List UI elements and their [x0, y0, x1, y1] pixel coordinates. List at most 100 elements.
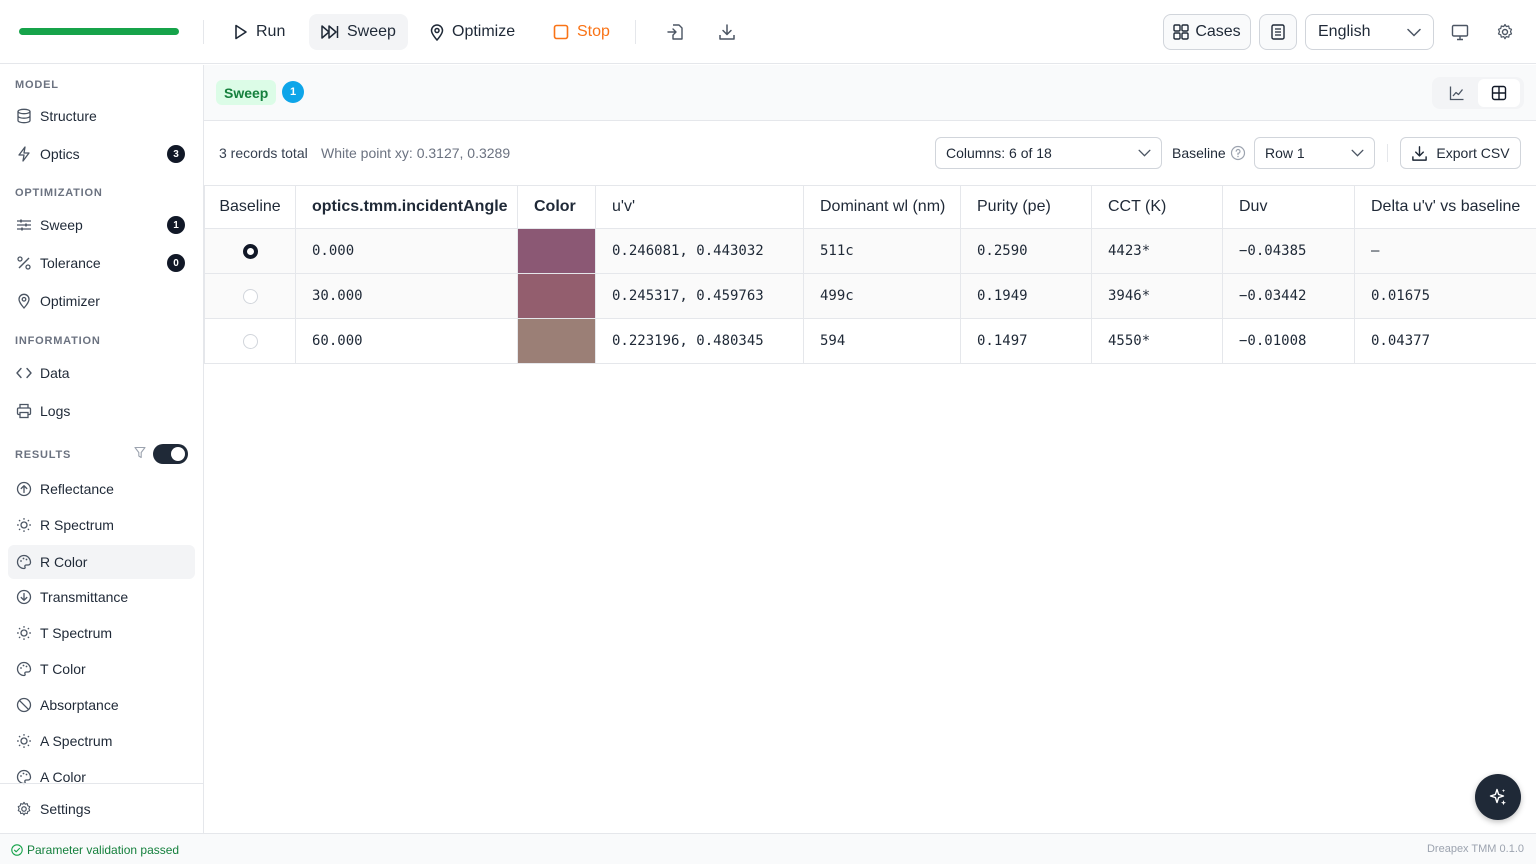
column-header-baseline[interactable]: Baseline	[204, 185, 296, 229]
optics-count-badge: 3	[167, 145, 185, 163]
results-table: Baseline optics.tmm.incidentAngle Color …	[204, 185, 1536, 364]
sidebar-item-optics[interactable]: Optics 3	[8, 137, 195, 171]
sidebar-item-transmittance[interactable]: Transmittance	[8, 580, 195, 614]
section-heading-model: MODEL	[15, 79, 59, 91]
chevron-down-icon	[1351, 149, 1364, 157]
angle-cell: 60.000	[295, 318, 518, 364]
column-header-dominant-wl[interactable]: Dominant wl (nm)	[803, 185, 961, 229]
cases-button[interactable]: Cases	[1163, 14, 1251, 50]
validation-message: Parameter validation passed	[27, 843, 180, 857]
export-csv-button[interactable]: Export CSV	[1400, 137, 1521, 169]
column-header-color[interactable]: Color	[517, 185, 596, 229]
display-button[interactable]	[1444, 16, 1476, 48]
table-row: 30.000 0.245317, 0.459763 499c 0.1949 39…	[204, 273, 1536, 319]
stop-button[interactable]: Stop	[541, 14, 622, 50]
baseline-radio[interactable]	[242, 244, 258, 260]
sidebar-item-label: T Spectrum	[40, 625, 113, 641]
baseline-value: Row 1	[1265, 145, 1305, 161]
import-button[interactable]	[659, 16, 691, 48]
delta-uv-cell: 0.01675	[1354, 273, 1536, 319]
dominant-wl-cell: 594	[803, 318, 961, 364]
sidebar-item-settings[interactable]: Settings	[8, 792, 195, 826]
purity-cell: 0.1497	[960, 318, 1092, 364]
sidebar-item-structure[interactable]: Structure	[8, 99, 195, 133]
column-header-purity[interactable]: Purity (pe)	[960, 185, 1092, 229]
sun-icon	[17, 518, 31, 532]
column-header-delta-uv[interactable]: Delta u'v' vs baseline	[1354, 185, 1536, 229]
sidebar-item-t-spectrum[interactable]: T Spectrum	[8, 616, 195, 650]
database-icon	[17, 108, 31, 124]
progress-bar	[19, 28, 179, 35]
sidebar-item-label: Data	[40, 365, 70, 381]
code-icon	[16, 367, 32, 379]
mode-badge: Sweep	[216, 80, 277, 105]
sidebar-item-t-color[interactable]: T Color	[8, 652, 195, 686]
sidebar-item-absorptance[interactable]: Absorptance	[8, 688, 195, 722]
document-icon	[1271, 24, 1285, 40]
sun-icon	[17, 734, 31, 748]
optimize-label: Optimize	[452, 23, 516, 40]
column-header-incident-angle[interactable]: optics.tmm.incidentAngle	[295, 185, 518, 229]
assistant-button[interactable]	[1475, 774, 1521, 820]
map-pin-icon	[430, 23, 444, 41]
download-icon	[1412, 145, 1428, 161]
palette-icon	[16, 661, 32, 677]
table-row: 0.000 0.246081, 0.443032 511c 0.2590 442…	[204, 228, 1536, 274]
table-controls: 3 records total White point xy: 0.3127, …	[204, 122, 1536, 184]
sidebar-item-label: Logs	[40, 403, 71, 419]
color-swatch	[517, 318, 596, 364]
settings-button[interactable]	[1489, 16, 1521, 48]
column-header-duv[interactable]: Duv	[1222, 185, 1355, 229]
optimize-button[interactable]: Optimize	[418, 14, 527, 50]
arrow-down-circle-icon	[16, 589, 32, 605]
sidebar-item-optimizer[interactable]: Optimizer	[8, 284, 195, 318]
sidebar-item-label: Tolerance	[40, 255, 101, 271]
sidebar-item-label: R Spectrum	[40, 517, 114, 533]
columns-value: Columns: 6 of 18	[946, 145, 1052, 161]
sidebar-item-r-spectrum[interactable]: R Spectrum	[8, 508, 195, 542]
baseline-select[interactable]: Row 1	[1254, 137, 1375, 169]
sidebar-item-label: Reflectance	[40, 481, 114, 497]
table-view-button[interactable]	[1478, 79, 1520, 107]
help-circle-icon[interactable]	[1230, 145, 1246, 161]
sidebar-item-label: Structure	[40, 108, 97, 124]
section-heading-information: INFORMATION	[15, 335, 101, 347]
sweep-button[interactable]: Sweep	[309, 14, 408, 50]
sidebar-item-logs[interactable]: Logs	[8, 394, 195, 428]
language-value: English	[1318, 23, 1371, 40]
sidebar-item-tolerance[interactable]: Tolerance 0	[8, 246, 195, 280]
results-filter-toggle[interactable]	[153, 444, 188, 464]
sidebar-item-sweep[interactable]: Sweep 1	[8, 208, 195, 242]
sidebar-item-data[interactable]: Data	[8, 356, 195, 390]
column-header-uv[interactable]: u'v'	[595, 185, 804, 229]
sidebar-item-reflectance[interactable]: Reflectance	[8, 472, 195, 506]
sidebar-item-label: R Color	[40, 554, 88, 570]
column-header-cct[interactable]: CCT (K)	[1091, 185, 1223, 229]
baseline-radio[interactable]	[242, 289, 258, 305]
run-button[interactable]: Run	[222, 14, 297, 50]
validation-status: Parameter validation passed	[11, 843, 179, 857]
chart-view-button[interactable]	[1436, 79, 1478, 107]
chevron-down-icon	[1138, 149, 1151, 157]
sidebar-item-a-color[interactable]: A Color	[8, 760, 195, 794]
download-button[interactable]	[711, 16, 743, 48]
stop-label: Stop	[577, 23, 610, 40]
sidebar-item-a-spectrum[interactable]: A Spectrum	[8, 724, 195, 758]
arrow-up-circle-icon	[16, 481, 32, 497]
notes-button[interactable]	[1259, 14, 1297, 50]
sidebar-item-label: Optimizer	[40, 293, 100, 309]
language-select[interactable]: English	[1305, 14, 1434, 50]
baseline-radio[interactable]	[242, 334, 258, 350]
baseline-cell	[204, 318, 296, 364]
grid-icon	[1173, 24, 1190, 40]
sidebar-item-label: Optics	[40, 146, 80, 162]
baseline-label-text: Baseline	[1172, 145, 1226, 161]
angle-cell: 30.000	[295, 273, 518, 319]
chevron-down-icon	[1407, 28, 1421, 37]
uv-cell: 0.246081, 0.443032	[595, 228, 804, 274]
sidebar-item-r-color[interactable]: R Color	[8, 545, 195, 579]
columns-select[interactable]: Columns: 6 of 18	[935, 137, 1162, 169]
filter-icon[interactable]	[134, 446, 146, 459]
sidebar-footer: Settings	[0, 783, 203, 833]
section-heading-results: RESULTS	[15, 449, 72, 461]
